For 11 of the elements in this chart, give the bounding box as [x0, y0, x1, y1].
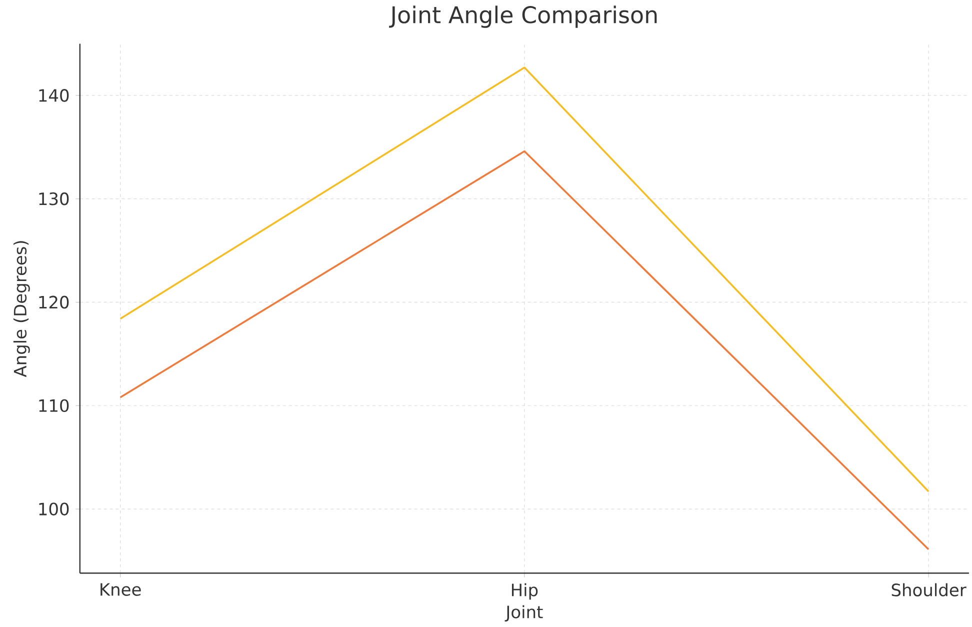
x-tick-label: Shoulder: [892, 583, 966, 596]
chart-title: Joint Angle Comparison: [389, 6, 657, 28]
y-tick-label: 100: [39, 502, 69, 516]
y-tick-label: 120: [39, 296, 69, 309]
y-tick-label: 130: [39, 192, 69, 206]
y-axis-title: Angle (Degrees): [13, 241, 30, 378]
y-tick-label: 110: [39, 399, 69, 412]
x-axis-title: Joint: [504, 605, 543, 622]
y-tick-label: 140: [39, 88, 69, 102]
x-tick-label: Knee: [100, 583, 141, 596]
x-tick-label: Hip: [512, 583, 538, 600]
